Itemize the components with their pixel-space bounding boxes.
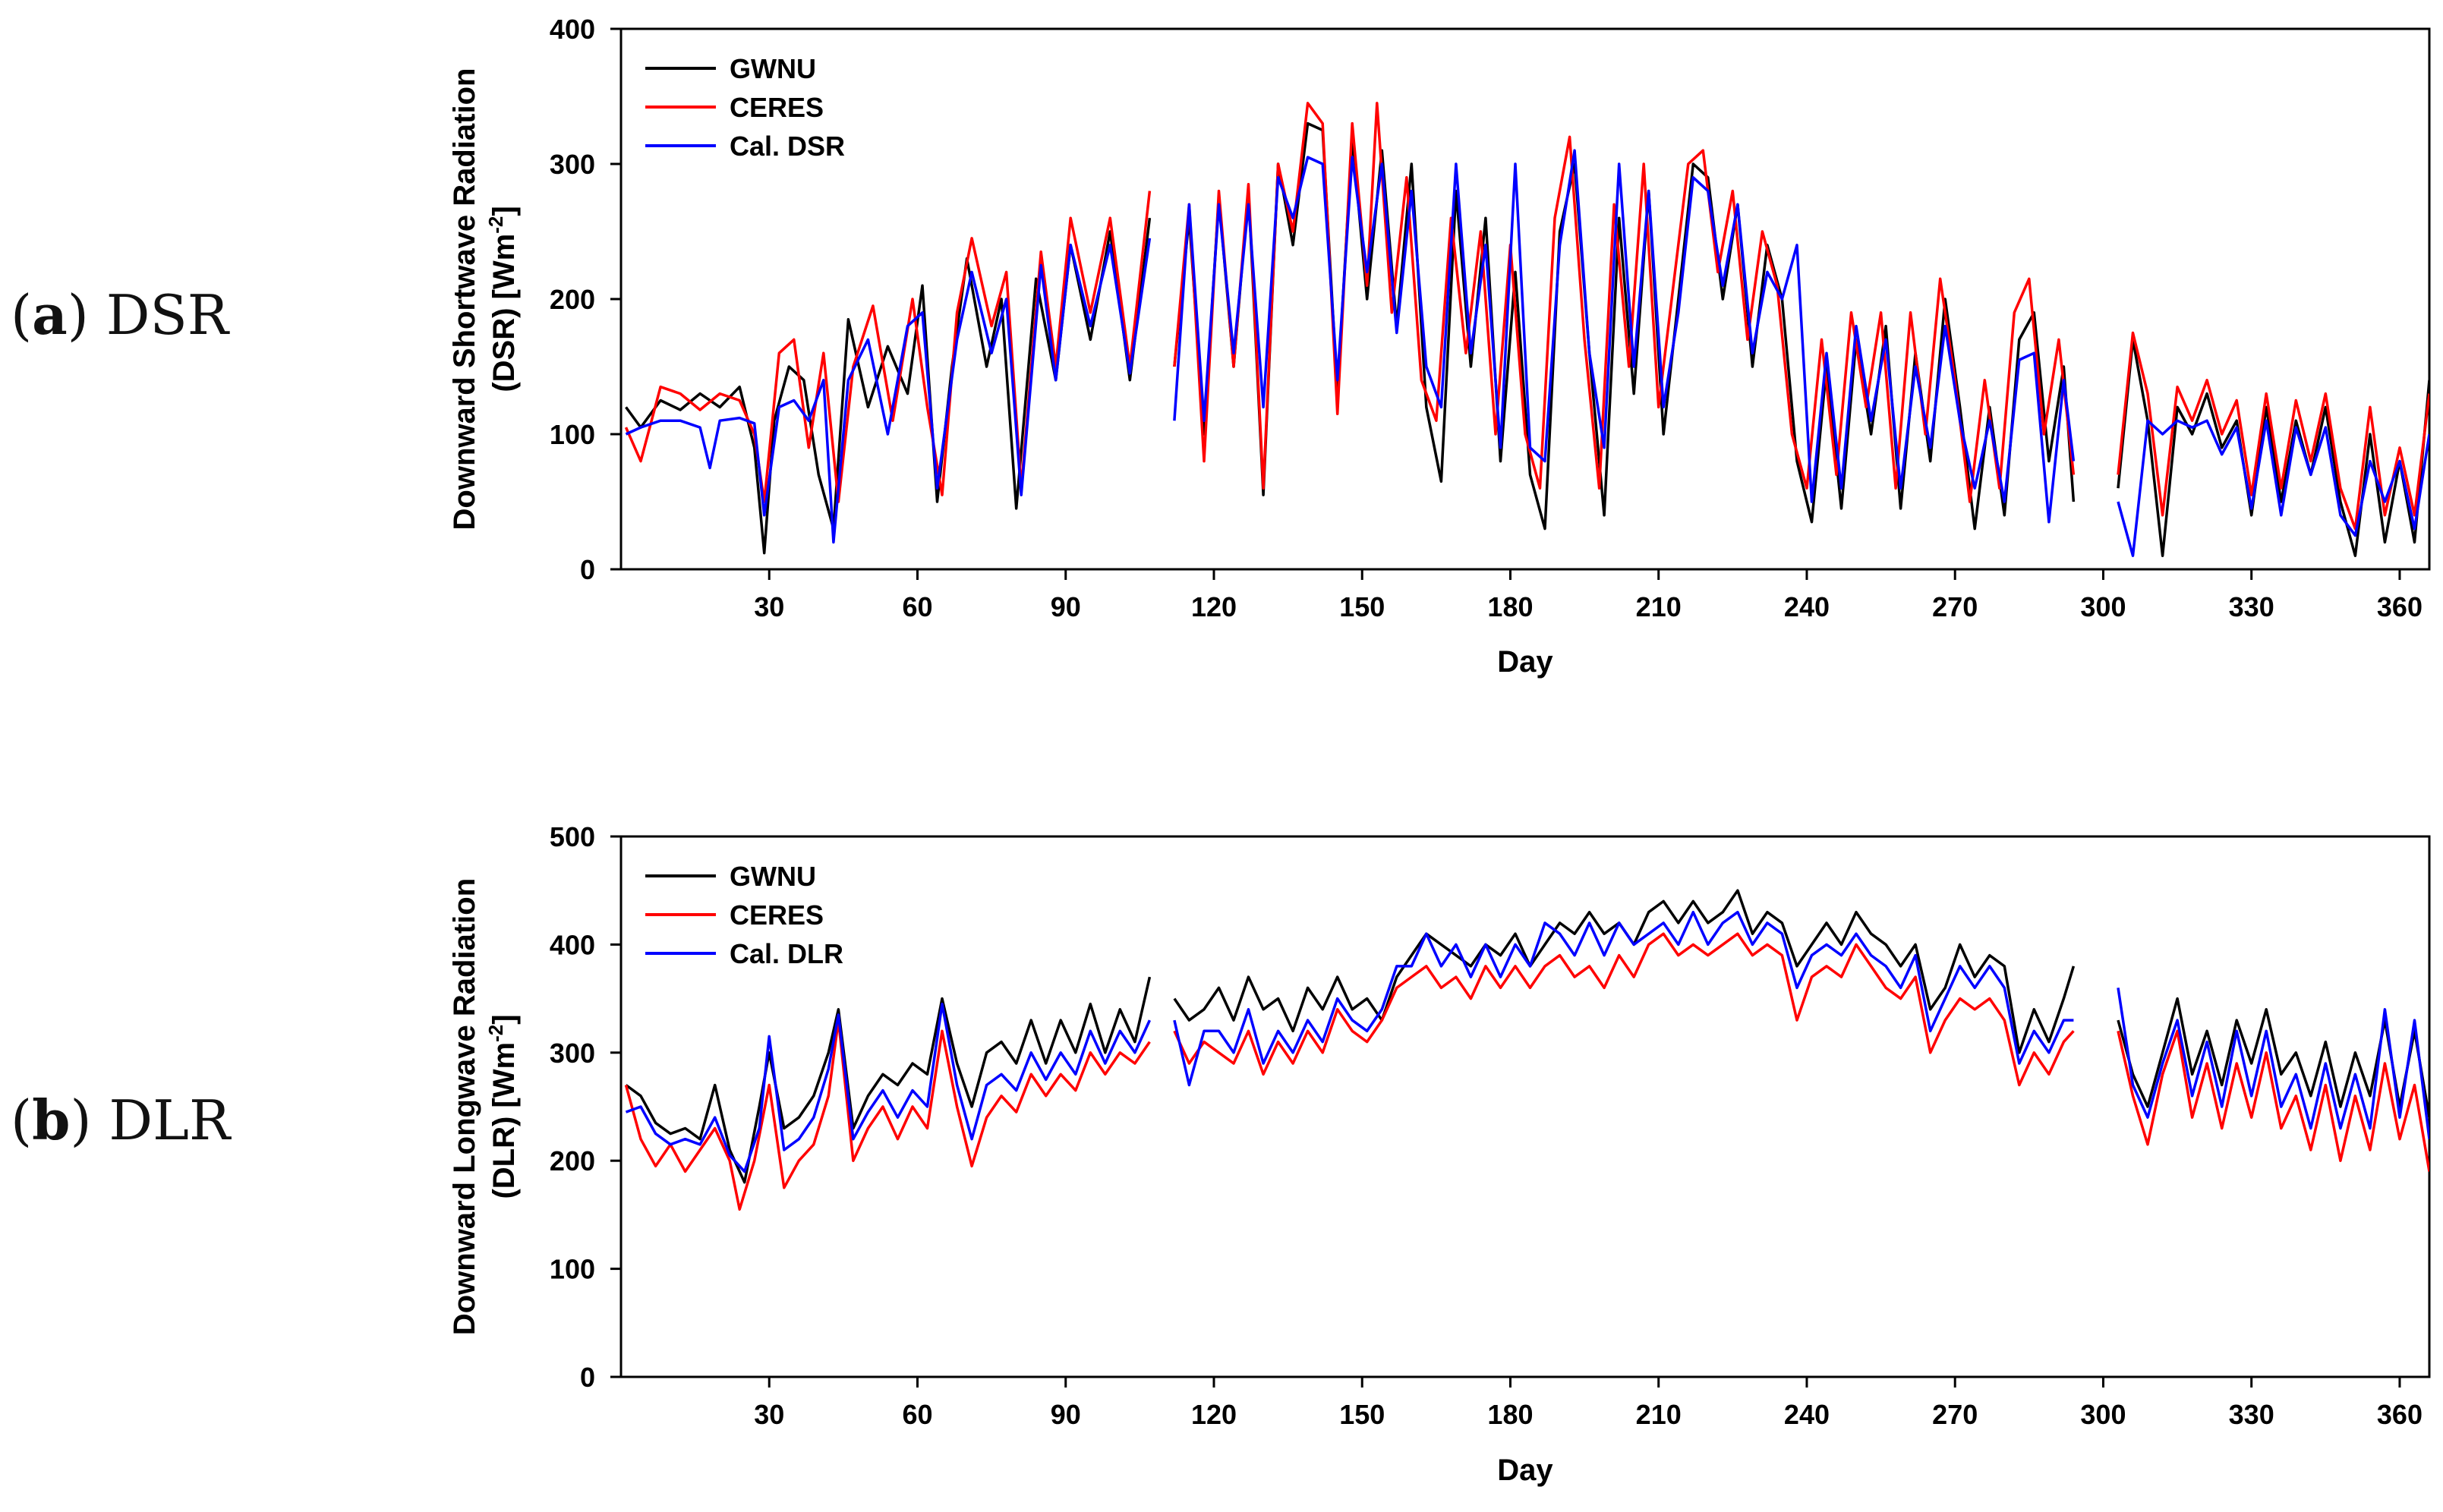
x-tick-label: 90 — [1051, 591, 1081, 622]
series-line-cal-dsr — [625, 149, 2429, 557]
x-tick-label: 60 — [902, 591, 932, 622]
x-tick-label: 240 — [1784, 591, 1830, 622]
y-axis-title-line1: Downward Shortwave Radiation — [448, 68, 481, 531]
y-tick-label: 300 — [550, 1038, 595, 1069]
x-tick-label: 210 — [1636, 1399, 1682, 1430]
x-tick-label: 60 — [902, 1399, 932, 1430]
x-tick-label: 30 — [754, 591, 784, 622]
y-tick-label: 200 — [550, 284, 595, 315]
series-line-ceres — [624, 932, 2429, 1211]
panel-name-a: DSR — [106, 283, 229, 347]
y-axis-unit-bracket: ] — [487, 206, 521, 216]
x-tick-label: 300 — [2080, 591, 2126, 622]
panel-name-b: DLR — [109, 1088, 231, 1152]
y-tick-label: 400 — [550, 14, 595, 45]
y-axis-unit-exponent: -2 — [484, 216, 507, 234]
x-tick-label: 360 — [2377, 1399, 2423, 1430]
x-tick-label: 360 — [2377, 591, 2423, 622]
x-tick-label: 150 — [1339, 591, 1385, 622]
x-tick-label: 330 — [2229, 1399, 2274, 1430]
legend-label: CERES — [730, 92, 824, 123]
x-axis-title: Day — [1497, 1454, 1553, 1487]
x-tick-label: 330 — [2229, 591, 2274, 622]
plot-frame — [619, 835, 2431, 1378]
series-line-ceres — [624, 102, 2429, 531]
y-axis-title-line1: Downward Longwave Radiation — [448, 878, 481, 1335]
y-axis-unit-text: (DLR) [Wm — [487, 1042, 521, 1199]
x-tick-label: 270 — [1932, 1399, 1978, 1430]
y-axis-unit-bracket: ] — [487, 1014, 521, 1024]
x-tick-label: 210 — [1636, 591, 1682, 622]
x-tick-label: 150 — [1339, 1399, 1385, 1430]
panel-label-a: (a) DSR — [11, 282, 229, 347]
x-tick-label: 300 — [2080, 1399, 2126, 1430]
panel-label-b: (b) DLR — [11, 1088, 231, 1152]
y-axis-unit-exponent: -2 — [484, 1025, 507, 1042]
legend-label: GWNU — [730, 861, 816, 892]
x-tick-label: 120 — [1191, 1399, 1237, 1430]
y-tick-label: 400 — [550, 929, 595, 960]
y-axis-title-line2: (DLR) [Wm-2] — [484, 1014, 521, 1199]
y-tick-label: 100 — [550, 419, 595, 450]
y-tick-label: 0 — [580, 1362, 595, 1393]
dsr-chart: 30 60 90 120 150 180 210 240 270 300 330 360 0 100 200… — [448, 14, 2431, 679]
legend-label: Cal. DSR — [730, 131, 845, 162]
legend-label: GWNU — [730, 53, 816, 84]
series-line-cal-dlr — [625, 910, 2429, 1173]
y-axis-unit-text: (DSR) [Wm — [487, 234, 521, 392]
y-tick-label: 500 — [550, 821, 595, 852]
legend-label: CERES — [730, 899, 824, 931]
x-tick-label: 30 — [754, 1399, 784, 1430]
x-tick-label: 180 — [1487, 591, 1533, 622]
legend-label: Cal. DLR — [730, 938, 843, 969]
y-tick-label: 100 — [550, 1254, 595, 1285]
x-tick-label: 90 — [1051, 1399, 1081, 1430]
panel-letter-b: b — [32, 1088, 71, 1152]
y-axis-title-line2: (DSR) [Wm-2] — [484, 206, 521, 392]
x-tick-label: 180 — [1487, 1399, 1533, 1430]
y-tick-label: 300 — [550, 149, 595, 180]
panel-letter-a: a — [32, 282, 68, 347]
x-tick-label: 120 — [1191, 591, 1237, 622]
y-tick-label: 200 — [550, 1145, 595, 1177]
x-tick-label: 240 — [1784, 1399, 1830, 1430]
dlr-chart: 30 60 90 120 150 180 210 240 270 300 330 360 0 100 200… — [448, 821, 2431, 1487]
x-tick-label: 270 — [1932, 591, 1978, 622]
y-tick-label: 0 — [580, 554, 595, 585]
x-axis-title: Day — [1497, 645, 1553, 679]
